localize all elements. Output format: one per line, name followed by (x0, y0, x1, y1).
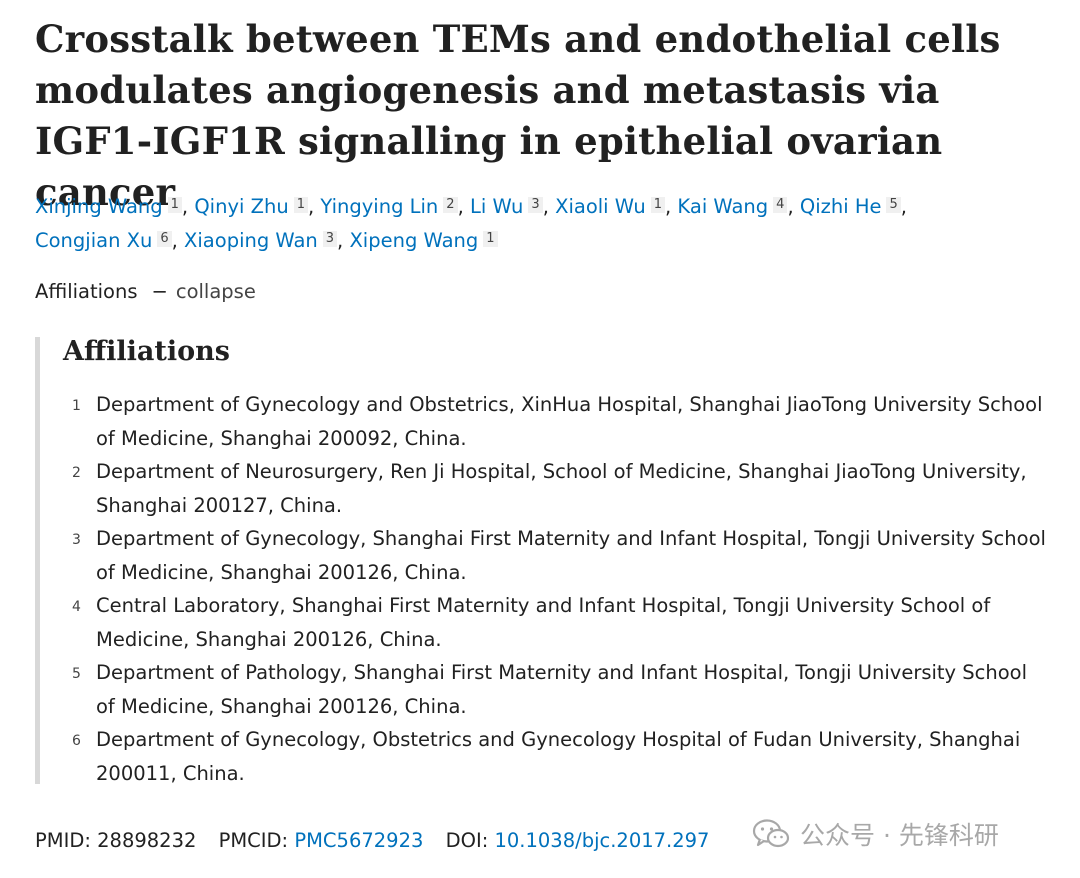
affiliation-item: 6 Department of Gynecology, Obstetrics an… (40, 723, 1048, 790)
author-link[interactable]: Xipeng Wang (349, 229, 479, 252)
watermark-text: 公众号 · 先锋科研 (800, 821, 999, 850)
affiliation-number: 1 (72, 398, 81, 414)
affiliation-item: 3 Department of Gynecology, Shanghai Firs… (40, 522, 1048, 589)
author-item: Congjian Xu 6, (35, 229, 185, 252)
affiliation-ref[interactable]: 5 (886, 196, 901, 213)
author-item: Xipeng Wang 1 (349, 229, 498, 252)
author-item: Qinyi Zhu 1, (194, 195, 321, 218)
affiliation-item: 5 Department of Pathology, Shanghai First… (40, 656, 1048, 723)
affiliation-number: 3 (72, 532, 81, 548)
article-identifiers: PMID: 28898232 PMCID: PMC5672923 DOI: 10… (35, 826, 709, 856)
author-item: Xinjing Wang 1, (35, 195, 195, 218)
affiliation-ref[interactable]: 1 (293, 196, 308, 213)
affiliation-ref[interactable]: 3 (528, 196, 543, 213)
affiliation-number: 4 (72, 599, 81, 615)
affiliation-text: Department of Pathology, Shanghai First … (96, 661, 1028, 718)
affiliations-list: 1 Department of Gynecology and Obstetrics… (40, 388, 1048, 790)
collapse-dash-icon: − (151, 280, 168, 303)
affiliation-text: Department of Gynecology, Shanghai First… (96, 527, 1046, 584)
author-link[interactable]: Qizhi He (799, 195, 882, 218)
affiliation-text: Central Laboratory, Shanghai First Mater… (96, 594, 991, 651)
author-list: Xinjing Wang 1, Qinyi Zhu 1, Yingying Lin 2… (35, 190, 1035, 258)
author-link[interactable]: Kai Wang (677, 195, 769, 218)
affiliation-item: 4 Central Laboratory, Shanghai First Mate… (40, 589, 1048, 656)
affiliations-heading: Affiliations (63, 336, 230, 367)
affiliation-text: Department of Neurosurgery, Ren Ji Hospi… (96, 460, 1027, 517)
affiliation-ref[interactable]: 3 (322, 230, 338, 247)
author-link[interactable]: Xiaoli Wu (555, 195, 646, 218)
pmid-value: 28898232 (97, 829, 197, 852)
doi-label: DOI: (445, 829, 489, 852)
affiliation-ref[interactable]: 1 (650, 196, 666, 213)
author-link[interactable]: Li Wu (469, 195, 524, 218)
author-item: Qizhi He 5, (799, 195, 907, 218)
affiliation-ref[interactable]: 4 (773, 196, 788, 213)
affiliation-number: 2 (72, 465, 81, 481)
affiliation-number: 6 (72, 733, 81, 749)
author-link[interactable]: Yingying Lin (320, 195, 439, 218)
author-link[interactable]: Xinjing Wang (35, 195, 163, 218)
affiliation-text: Department of Gynecology, Obstetrics and… (96, 728, 1021, 785)
wechat-icon (752, 819, 790, 848)
author-item: Yingying Lin 2, (320, 195, 470, 218)
affiliation-text: Department of Gynecology and Obstetrics,… (96, 393, 1043, 450)
affiliation-ref[interactable]: 6 (157, 230, 172, 247)
affiliation-item: 1 Department of Gynecology and Obstetrics… (40, 388, 1048, 455)
affiliation-item: 2 Department of Neurosurgery, Ren Ji Hosp… (40, 455, 1048, 522)
pmcid-label: PMCID: (218, 829, 289, 852)
author-item: Xiaoli Wu 1, (555, 195, 678, 218)
author-link[interactable]: Xiaoping Wan (184, 229, 318, 252)
watermark: 公众号 · 先锋科研 (752, 816, 999, 852)
pmid-label: PMID: (35, 829, 91, 852)
author-item: Kai Wang 4, (677, 195, 800, 218)
article-title: Crosstalk between TEMs and endothelial c… (35, 17, 1001, 214)
affiliations-panel: Affiliations 1 Department of Gynecology a… (35, 336, 1048, 785)
author-item: Li Wu 3, (469, 195, 556, 218)
affiliation-number: 5 (72, 666, 81, 682)
author-link[interactable]: Congjian Xu (35, 229, 153, 252)
doi-link[interactable]: 10.1038/bjc.2017.297 (494, 829, 710, 852)
pmcid-link[interactable]: PMC5672923 (294, 829, 424, 852)
affiliation-ref[interactable]: 2 (443, 196, 458, 213)
collapse-link[interactable]: collapse (175, 280, 256, 303)
affiliations-toggle[interactable]: Affiliations − collapse (35, 278, 256, 306)
affiliations-toggle-label: Affiliations (35, 280, 138, 303)
author-link[interactable]: Qinyi Zhu (194, 195, 289, 218)
affiliation-ref[interactable]: 1 (167, 196, 182, 213)
affiliation-ref[interactable]: 1 (483, 230, 498, 247)
author-item: Xiaoping Wan 3, (184, 229, 350, 252)
